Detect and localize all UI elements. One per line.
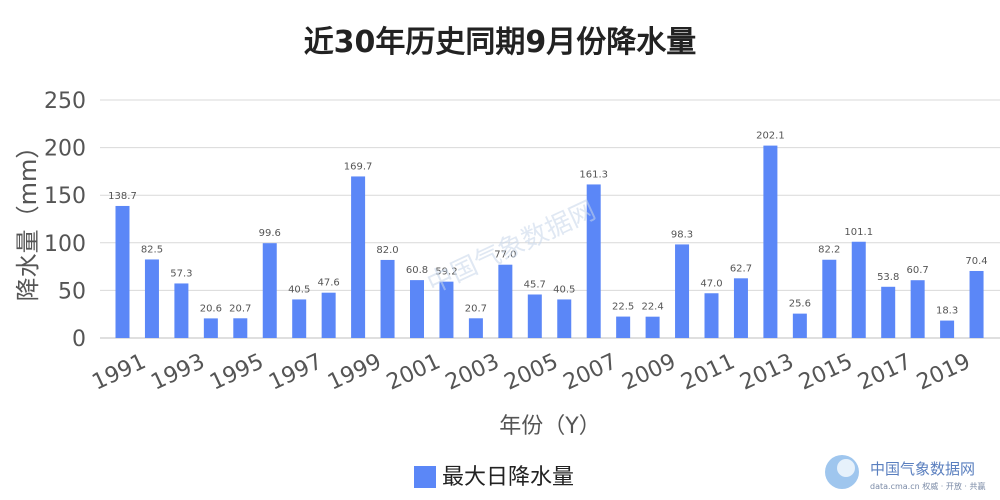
bar [586, 184, 601, 338]
data-label: 60.7 [907, 265, 929, 276]
bar [616, 316, 631, 338]
x-axis-label: 年份（Y） [499, 414, 600, 439]
bar [733, 278, 748, 338]
data-label: 161.3 [579, 169, 608, 180]
bar [351, 176, 366, 338]
data-label: 138.7 [108, 191, 137, 202]
data-label: 47.6 [318, 278, 340, 289]
data-label: 98.3 [671, 229, 693, 240]
x-tick-label: 2003 [442, 349, 503, 395]
data-label: 25.6 [789, 299, 811, 310]
data-label: 77.0 [494, 250, 516, 261]
bar [468, 318, 483, 338]
data-label: 60.8 [406, 265, 428, 276]
bar [822, 259, 837, 338]
bar [557, 299, 572, 338]
data-label: 82.2 [818, 245, 840, 256]
bar [527, 294, 542, 338]
bar [763, 145, 778, 338]
logo-icon-inner [837, 459, 855, 477]
bar [645, 316, 660, 338]
bar [792, 313, 807, 338]
bar [439, 281, 454, 338]
bar [292, 299, 307, 338]
x-tick-label: 2013 [736, 349, 797, 395]
x-tick-label: 2011 [677, 349, 738, 395]
bar [851, 241, 866, 338]
data-label: 57.3 [170, 268, 192, 279]
logo-name: 中国气象数据网 [870, 460, 975, 478]
data-label: 82.0 [376, 245, 398, 256]
y-tick-label: 0 [72, 327, 86, 352]
bar [233, 318, 248, 338]
data-label: 20.7 [229, 303, 251, 314]
bar [910, 280, 925, 338]
y-tick-label: 250 [44, 89, 86, 114]
bar [321, 292, 336, 338]
x-tick-label: 1991 [88, 349, 149, 395]
data-label: 70.4 [965, 256, 987, 267]
data-label: 45.7 [524, 279, 546, 290]
data-label: 101.1 [844, 227, 873, 238]
y-tick-label: 150 [44, 184, 86, 209]
x-tick-label: 2017 [854, 349, 915, 395]
y-tick-label: 100 [44, 232, 86, 257]
bar [380, 259, 395, 338]
x-axis-ticks: 1991199319951997199920012003200520072009… [88, 349, 974, 395]
data-label: 99.6 [259, 228, 281, 239]
y-tick-label: 200 [44, 137, 86, 162]
x-tick-label: 1999 [324, 349, 385, 395]
data-label: 22.4 [641, 302, 663, 313]
chart-title: 近30年历史同期9月份降水量 [304, 25, 697, 60]
bar [410, 280, 424, 338]
bar [262, 243, 277, 338]
data-label: 40.5 [553, 284, 575, 295]
legend-label: 最大日降水量 [442, 465, 574, 490]
bar [704, 293, 719, 338]
bar [115, 205, 130, 338]
x-tick-label: 1993 [147, 349, 208, 395]
legend-swatch [414, 466, 436, 488]
data-label: 59.2 [435, 267, 457, 278]
data-label: 22.5 [612, 302, 634, 313]
logo: 中国气象数据网 data.cma.cn 权威 · 开放 · 共赢 [825, 455, 985, 491]
bar [969, 270, 984, 338]
y-axis-ticks: 0 50 100 150 200 250 [44, 89, 86, 352]
x-tick-label: 2007 [560, 349, 621, 395]
y-axis-label: 降水量（mm） [14, 135, 42, 302]
bar [881, 286, 896, 338]
bar [174, 283, 189, 338]
y-tick-label: 50 [58, 279, 86, 304]
x-tick-label: 2015 [795, 349, 856, 395]
data-label: 82.5 [141, 244, 163, 255]
data-label: 18.3 [936, 306, 958, 317]
data-label: 202.1 [756, 131, 785, 142]
data-label: 62.7 [730, 263, 752, 274]
bar [940, 320, 955, 338]
data-label: 40.5 [288, 284, 310, 295]
data-label: 20.7 [465, 303, 487, 314]
data-label: 20.6 [200, 303, 222, 314]
x-tick-label: 2019 [913, 349, 974, 395]
bar [675, 244, 690, 338]
data-label: 47.0 [700, 278, 722, 289]
legend: 最大日降水量 [414, 465, 574, 490]
x-tick-label: 2001 [383, 349, 444, 395]
x-tick-label: 1997 [265, 349, 326, 395]
bar [144, 259, 159, 338]
x-tick-label: 1995 [206, 349, 267, 395]
grid-lines [100, 99, 1000, 339]
data-label: 169.7 [344, 161, 373, 172]
bar [203, 318, 218, 338]
x-tick-label: 2009 [619, 349, 680, 395]
data-label: 53.8 [877, 272, 899, 283]
x-tick-label: 2005 [501, 349, 562, 395]
data-labels: 138.7 82.5 57.3 20.6 20.7 99.6 40.5 47.6 169.7 82… [108, 131, 988, 317]
logo-subtitle: data.cma.cn 权威 · 开放 · 共赢 [870, 481, 985, 491]
bars [115, 145, 984, 338]
bar [498, 264, 513, 338]
